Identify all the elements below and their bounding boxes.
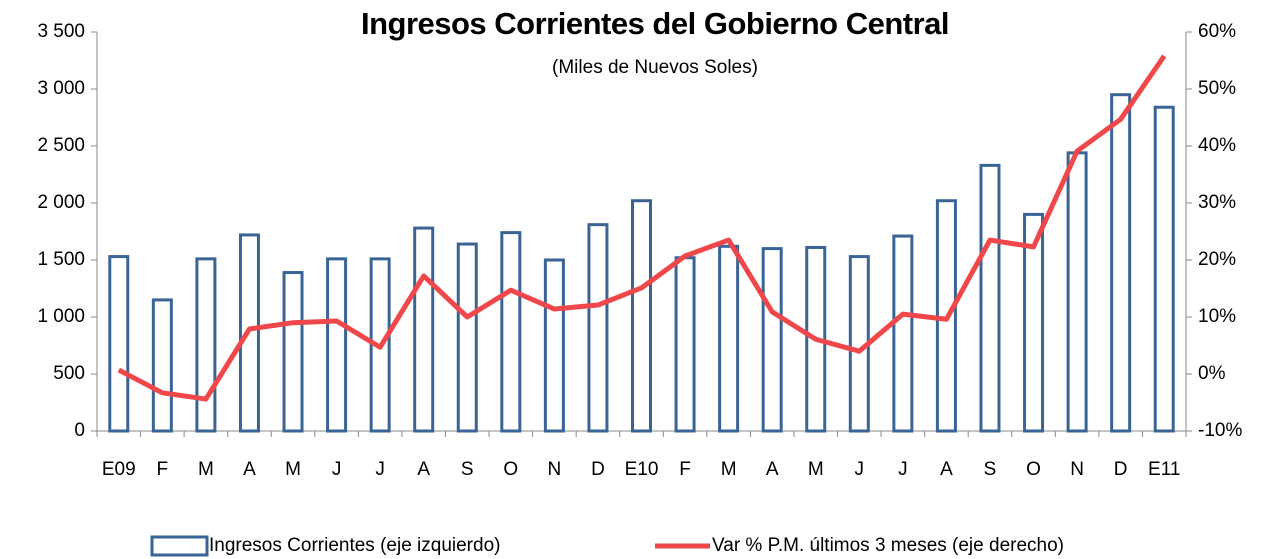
x-tick-label: M — [721, 459, 737, 480]
chart-title: Ingresos Corrientes del Gobierno Central — [361, 6, 949, 41]
y2-tick-label: 50% — [1198, 78, 1236, 99]
x-tick-label: A — [766, 459, 779, 480]
x-tick-label: J — [332, 459, 342, 480]
bar — [151, 298, 173, 433]
x-tick-label: N — [1070, 459, 1084, 480]
x-tick-label: D — [1114, 459, 1128, 480]
x-tick-label: O — [1026, 459, 1041, 480]
y-tick-label: 500 — [53, 363, 85, 384]
x-tick-label: E11 — [1148, 459, 1180, 480]
bar — [1023, 212, 1045, 433]
x-tick-label: S — [461, 459, 474, 480]
y2-tick-label: 60% — [1198, 21, 1236, 42]
x-tick-label: J — [855, 459, 865, 480]
x-tick-label: F — [157, 459, 169, 480]
bar — [456, 242, 478, 433]
y-tick-label: 0 — [74, 420, 85, 441]
legend-swatch — [150, 535, 209, 557]
x-tick-label: O — [503, 459, 518, 480]
x-tick-label: M — [198, 459, 214, 480]
bar — [326, 257, 348, 433]
x-tick-label: M — [285, 459, 301, 480]
legend-label: Ingresos Corrientes (eje izquierdo) — [209, 535, 500, 556]
y2-tick-label: 0% — [1198, 363, 1226, 384]
y-tick-label: 3 500 — [37, 21, 85, 42]
bar — [979, 163, 1001, 433]
bar — [1153, 105, 1175, 433]
bar — [718, 244, 740, 433]
x-tick-label: N — [548, 459, 562, 480]
x-tick-label: F — [679, 459, 691, 480]
bar — [761, 247, 783, 433]
bar — [543, 258, 565, 433]
chart-subtitle: (Miles de Nuevos Soles) — [552, 57, 758, 78]
bar — [500, 231, 522, 433]
y-tick-label: 3 000 — [37, 78, 85, 99]
bar — [631, 199, 652, 433]
x-tick-label: J — [375, 459, 385, 480]
x-tick-label: J — [898, 459, 908, 480]
x-tick-label: A — [417, 459, 430, 480]
bar — [1066, 151, 1088, 433]
y2-tick-label: 40% — [1198, 135, 1236, 156]
x-tick-label: E10 — [625, 459, 659, 480]
y-tick-label: 1 000 — [37, 306, 85, 327]
x-tick-label: D — [591, 459, 605, 480]
legend-label: Var % P.M. últimos 3 meses (eje derecho) — [712, 535, 1064, 556]
y-tick-label: 2 500 — [37, 135, 85, 156]
bar — [108, 255, 130, 433]
x-tick-label: A — [940, 459, 953, 480]
x-tick-label: E09 — [102, 459, 136, 480]
bar — [282, 271, 304, 433]
bar — [413, 226, 435, 433]
bar — [1110, 93, 1132, 433]
line — [117, 54, 1167, 402]
y2-tick-label: -10% — [1198, 420, 1242, 441]
y-tick-label: 1 500 — [37, 249, 85, 270]
x-tick-label: M — [808, 459, 824, 480]
y2-tick-label: 30% — [1198, 192, 1236, 213]
bar — [587, 223, 609, 433]
bar — [892, 234, 914, 433]
x-tick-label: A — [243, 459, 256, 480]
y-tick-label: 2 000 — [37, 192, 85, 213]
y2-tick-label: 10% — [1198, 306, 1236, 327]
bar — [674, 256, 696, 433]
x-tick-label: S — [984, 459, 997, 480]
y2-tick-label: 20% — [1198, 249, 1236, 270]
bar — [195, 257, 217, 433]
